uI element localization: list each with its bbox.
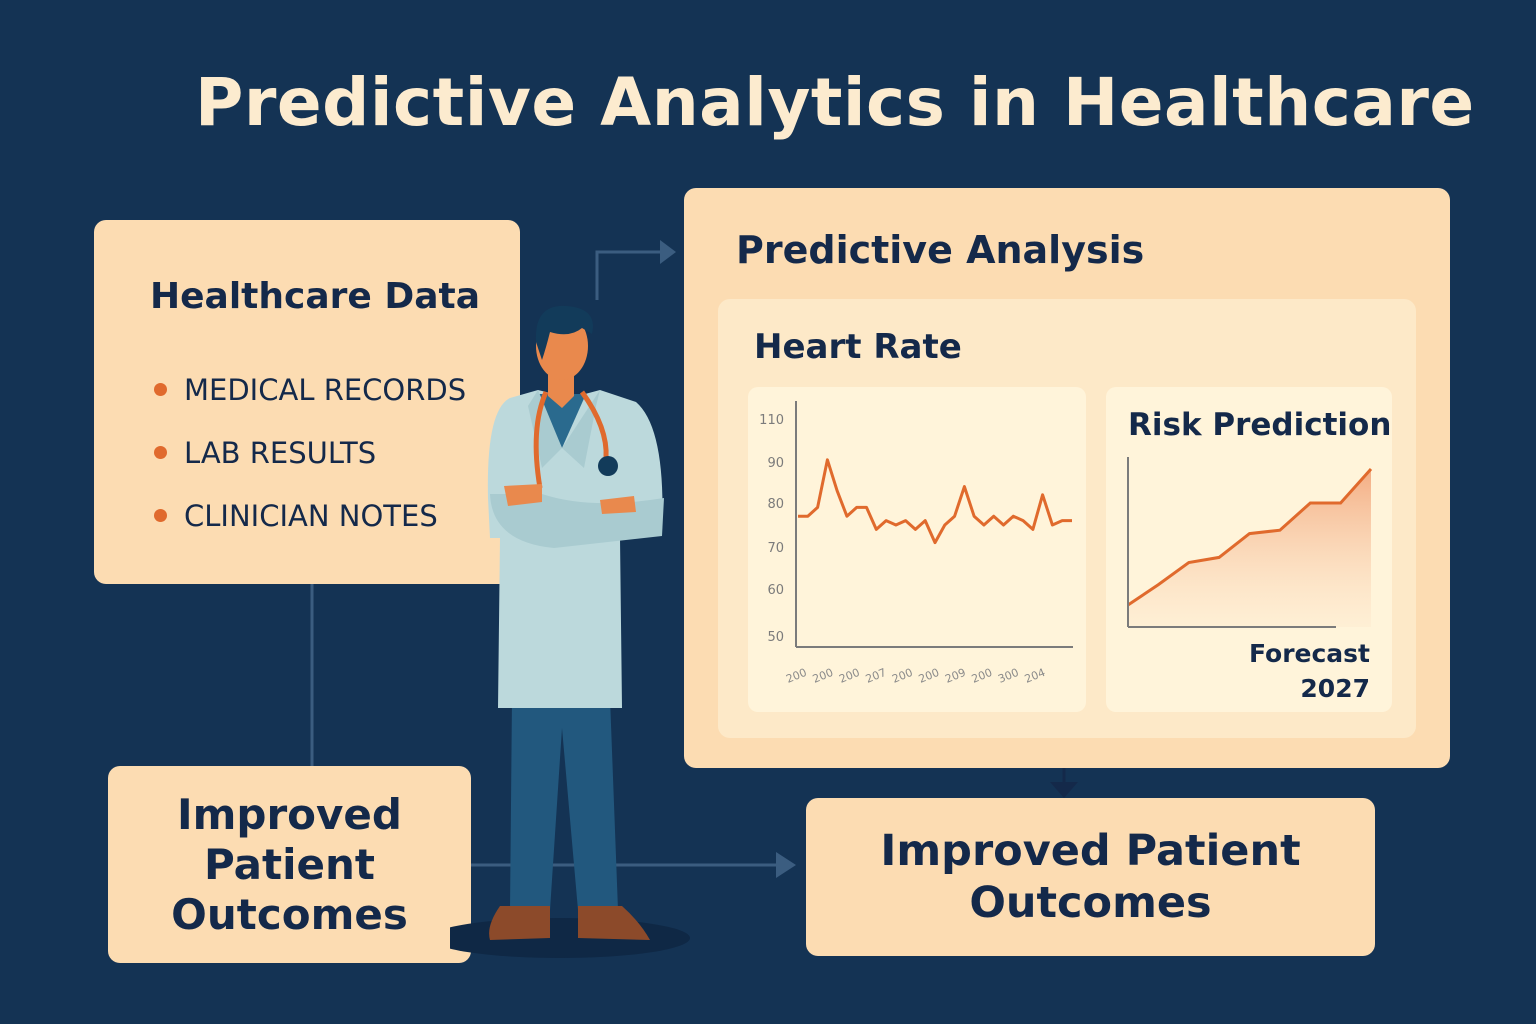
predictive-analysis-card: Predictive Analysis Heart Rate 110 90 80 70…: [684, 188, 1450, 768]
x-tick-label: 200: [890, 666, 914, 686]
x-tick-label: 200: [837, 666, 861, 686]
doctor-coat: [487, 390, 663, 708]
outcome-line: Outcomes: [171, 889, 408, 939]
risk-prediction-heading: Risk Prediction: [1128, 407, 1392, 443]
bullet-icon: [154, 446, 167, 459]
doctor-illustration: [450, 305, 690, 958]
analysis-panel: Heart Rate 110 90 80 70 60 50 200 200 200 207 200 2…: [718, 299, 1416, 738]
list-item-label: CLINICIAN NOTES: [184, 498, 438, 533]
improved-outcomes-box-left: Improved Patient Outcomes: [108, 766, 471, 963]
x-tick-label: 200: [811, 666, 835, 686]
page-title: Predictive Analytics in Healthcare: [195, 64, 1475, 141]
x-tick-label: 207: [864, 666, 888, 686]
risk-chart-svg: [1127, 457, 1373, 628]
list-item-label: MEDICAL RECORDS: [184, 372, 467, 407]
doctor-trousers: [510, 698, 618, 910]
doctor-hair: [535, 305, 593, 360]
healthcare-data-heading: Healthcare Data: [150, 276, 481, 317]
bullet-icon: [154, 509, 167, 522]
forecast-label: Forecast 2027: [1249, 636, 1370, 706]
heart-rate-chart: 110 90 80 70 60 50 200 200 200 207 200 200 209 200 300…: [748, 387, 1086, 712]
doctor-neck: [548, 374, 574, 408]
forecast-year: 2027: [1300, 674, 1370, 703]
doctor-hand-left: [504, 484, 542, 506]
outcome-line: Patient: [204, 839, 375, 889]
x-tick-label: 200: [917, 666, 941, 686]
outcome-line: Improved: [177, 789, 402, 839]
risk-prediction-chart: Risk Prediction Forecast 2027: [1106, 387, 1392, 712]
arrowhead-to-outcome-right: [776, 852, 796, 878]
arrowhead-down: [1050, 782, 1078, 798]
risk-area: [1128, 469, 1371, 627]
heart-rate-heading: Heart Rate: [754, 327, 962, 367]
stethoscope: [533, 390, 609, 489]
outcome-line: Improved Patient: [880, 826, 1301, 876]
shadow: [450, 918, 690, 958]
y-tick-label: 60: [767, 583, 784, 598]
bullet-icon: [154, 383, 167, 396]
list-item: CLINICIAN NOTES: [154, 484, 466, 547]
heart-rate-series-line: [798, 458, 1072, 545]
healthcare-data-card: Healthcare Data MEDICAL RECORDS LAB RESU…: [94, 220, 520, 584]
x-tick-label: 300: [996, 666, 1020, 686]
x-tick-label: 209: [943, 666, 967, 686]
doctor-shirt: [538, 394, 586, 448]
y-tick-label: 70: [767, 541, 784, 556]
stethoscope-chestpiece: [598, 456, 618, 476]
x-tick-label: 204: [1023, 666, 1047, 686]
connector-data-to-analysis: [595, 250, 672, 300]
list-item-label: LAB RESULTS: [184, 435, 377, 470]
doctor-lapel-left: [528, 390, 562, 468]
arrowhead-to-analysis: [660, 240, 676, 264]
forecast-text: Forecast: [1248, 639, 1370, 668]
doctor-hand-right: [600, 496, 636, 514]
y-tick-label: 90: [767, 456, 784, 471]
y-tick-label: 50: [767, 630, 784, 645]
list-item: LAB RESULTS: [154, 421, 466, 484]
y-tick-label: 80: [767, 497, 784, 512]
improved-outcomes-box-right: Improved Patient Outcomes: [806, 798, 1375, 956]
y-tick-label: 110: [759, 413, 784, 428]
x-tick-label: 200: [784, 666, 808, 686]
list-item: MEDICAL RECORDS: [154, 358, 466, 421]
data-source-list: MEDICAL RECORDS LAB RESULTS CLINICIAN NO…: [154, 358, 466, 547]
predictive-analysis-heading: Predictive Analysis: [736, 228, 1145, 272]
outcome-line: Outcomes: [969, 878, 1212, 928]
risk-series-line: [1127, 468, 1373, 607]
doctor-shoe-left: [489, 906, 550, 940]
x-tick-label: 200: [970, 666, 994, 686]
doctor-shoe-right: [578, 906, 650, 940]
